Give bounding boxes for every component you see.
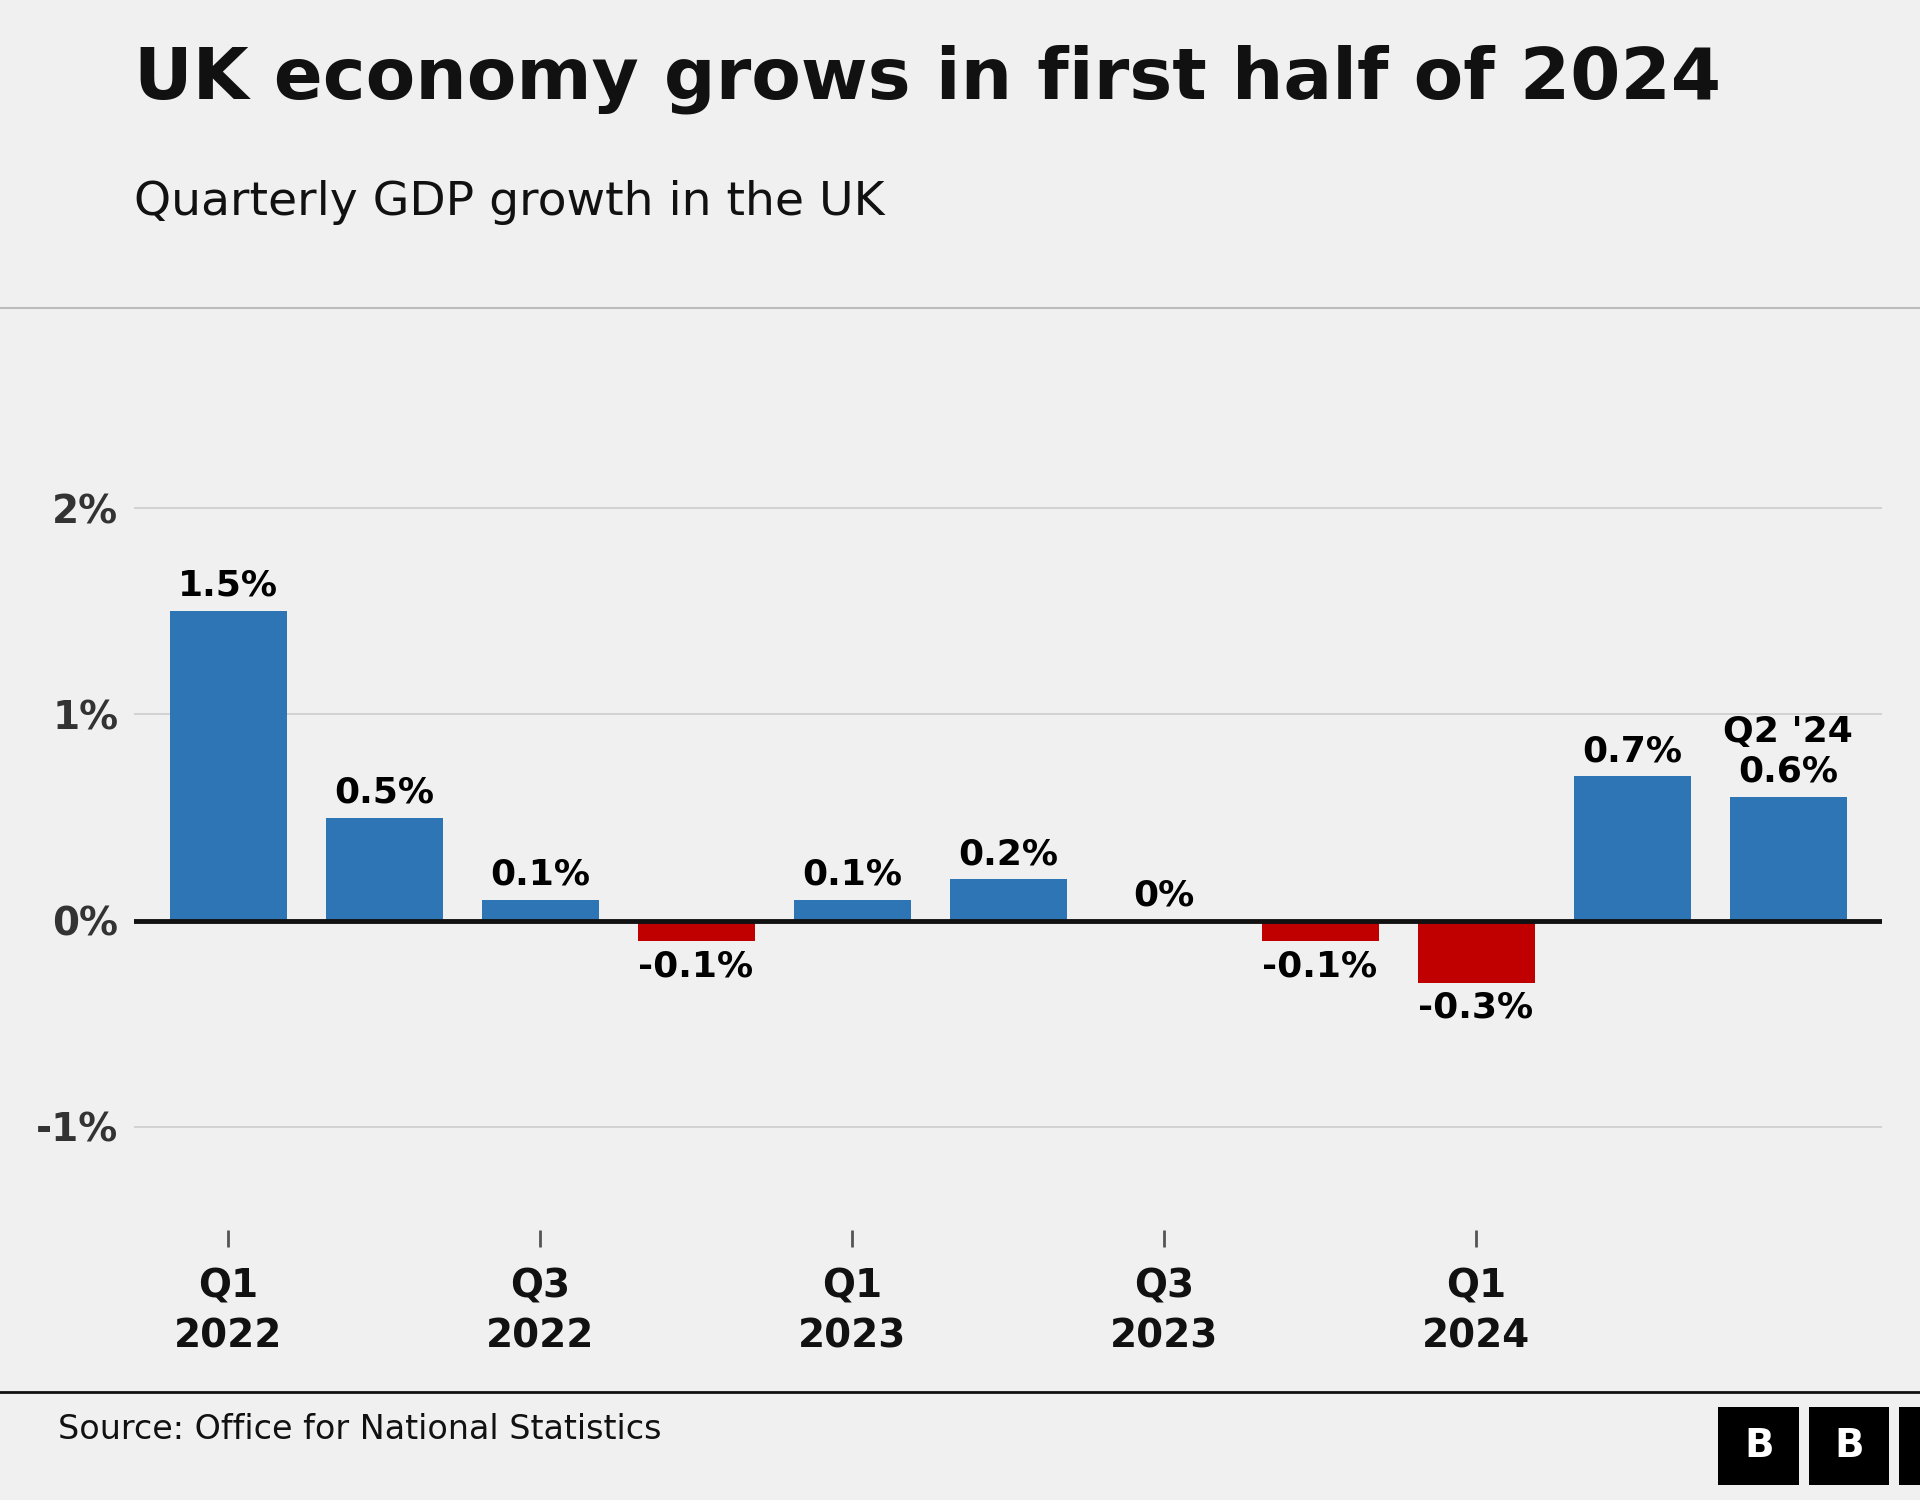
Bar (482, 900, 599, 921)
Text: B: B (1743, 1426, 1774, 1466)
Text: -0.1%: -0.1% (1263, 950, 1377, 984)
Text: Source: Office for National Statistics: Source: Office for National Statistics (58, 1413, 660, 1446)
Text: 0.7%: 0.7% (1582, 734, 1682, 768)
Text: Quarterly GDP growth in the UK: Quarterly GDP growth in the UK (134, 180, 885, 225)
Text: 0.5%: 0.5% (334, 776, 434, 810)
Bar (637, 921, 755, 942)
Text: 1.5%: 1.5% (179, 568, 278, 603)
Text: B: B (1834, 1426, 1864, 1466)
Text: -0.1%: -0.1% (639, 950, 753, 984)
Text: UK economy grows in first half of 2024: UK economy grows in first half of 2024 (134, 45, 1722, 114)
Bar (1417, 921, 1534, 982)
Text: 0.1%: 0.1% (803, 858, 902, 891)
Text: -0.3%: -0.3% (1419, 992, 1534, 1024)
Bar (1574, 777, 1690, 921)
Bar (1730, 796, 1847, 921)
Bar (1261, 921, 1379, 942)
Bar (950, 879, 1066, 921)
Text: 0%: 0% (1133, 879, 1194, 912)
Bar (326, 818, 442, 921)
Bar (169, 612, 286, 921)
Text: 0.1%: 0.1% (490, 858, 589, 891)
Bar (793, 900, 910, 921)
Text: Q2 '24
0.6%: Q2 '24 0.6% (1722, 716, 1853, 789)
Text: 0.2%: 0.2% (958, 837, 1058, 872)
